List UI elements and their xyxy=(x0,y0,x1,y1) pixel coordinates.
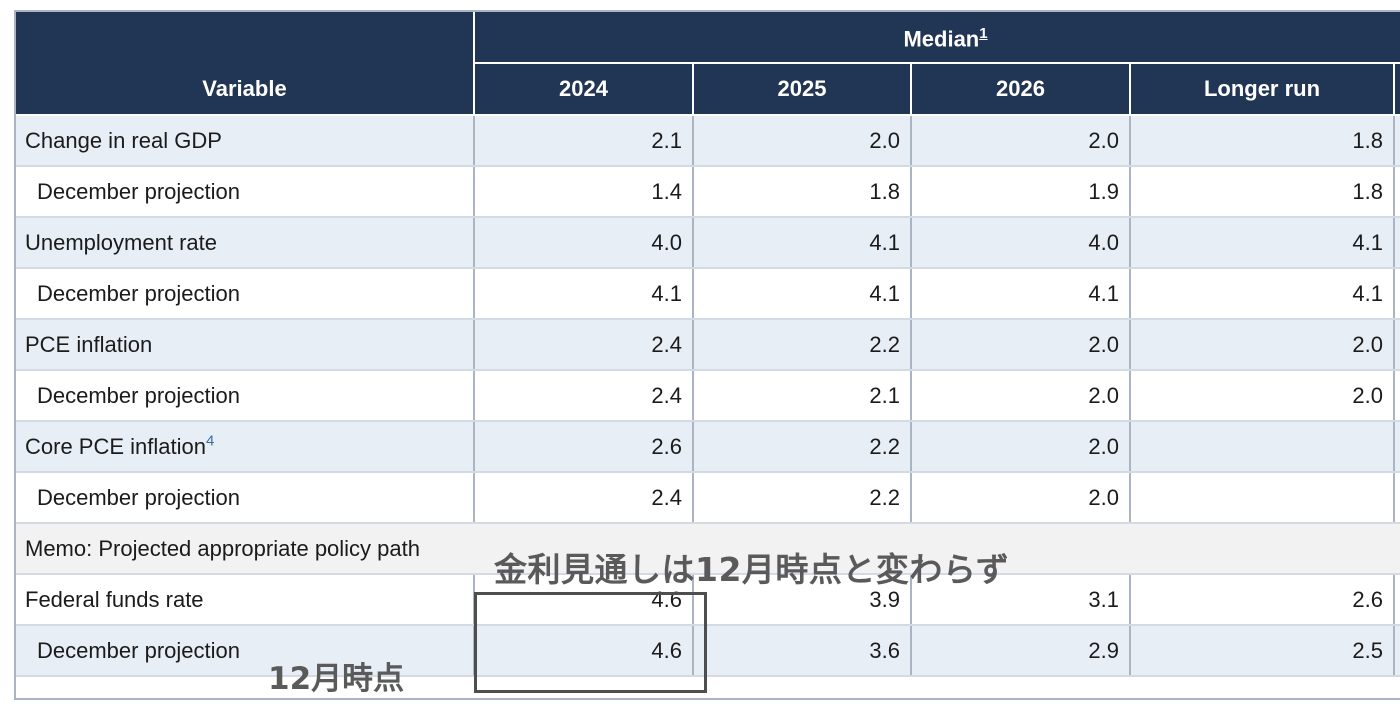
row-label: December projection xyxy=(16,166,474,218)
header-col-longer-run: Longer run xyxy=(1129,63,1394,116)
cell-value: 1.8 xyxy=(692,166,911,218)
cell-value: 2.1 xyxy=(692,370,911,422)
cell-extra xyxy=(1392,217,1400,269)
row-label: December projection xyxy=(16,625,474,677)
header-col-2026: 2026 xyxy=(910,63,1130,116)
cell-value: 2.6 xyxy=(1129,574,1394,626)
core-pce-footnote-link[interactable]: 4 xyxy=(205,432,215,450)
header-col-2025: 2025 xyxy=(692,63,911,116)
header-col-extra xyxy=(1392,63,1400,116)
row-label: Federal funds rate xyxy=(16,574,474,626)
cell-value: 2.2 xyxy=(692,319,911,371)
cell-value: 2.0 xyxy=(692,115,911,167)
cell-value: 4.1 xyxy=(692,217,911,269)
table-row: Federal funds rate 4.6 3.9 3.1 2.6 xyxy=(16,574,1400,626)
cell-value: 2.0 xyxy=(910,472,1130,524)
cell-value: 3.1 xyxy=(910,574,1130,626)
cell-value: 4.6 xyxy=(473,625,693,677)
cell-extra xyxy=(1392,115,1400,167)
table-row: Change in real GDP 2.1 2.0 2.0 1.8 xyxy=(16,115,1400,167)
cell-value: 2.0 xyxy=(910,319,1130,371)
table-row-memo: Memo: Projected appropriate policy path xyxy=(16,523,1400,575)
row-label: Core PCE inflation4 xyxy=(16,421,474,473)
annotation-december: 12月時点 xyxy=(268,661,405,697)
row-label: December projection xyxy=(16,268,474,320)
header-median: Median1 xyxy=(472,12,1400,64)
cell-value: 2.4 xyxy=(473,472,693,524)
cell-value: 2.6 xyxy=(473,421,693,473)
table-row: December projection 2.4 2.2 2.0 xyxy=(16,472,1400,524)
table-row: PCE inflation 2.4 2.2 2.0 2.0 xyxy=(16,319,1400,371)
table-row: December projection 2.4 2.1 2.0 2.0 xyxy=(16,370,1400,422)
cell-value: 2.0 xyxy=(1129,319,1394,371)
cell-value: 2.2 xyxy=(692,472,911,524)
header-median-label: Median xyxy=(903,26,980,52)
cell-value: 1.8 xyxy=(1129,115,1394,167)
row-label: PCE inflation xyxy=(16,319,474,371)
cell-value: 2.1 xyxy=(473,115,693,167)
cell-value xyxy=(1129,421,1394,473)
table-row: Core PCE inflation4 2.6 2.2 2.0 xyxy=(16,421,1400,473)
cell-value xyxy=(1129,472,1394,524)
cell-extra xyxy=(1392,166,1400,218)
cell-value: 4.0 xyxy=(473,217,693,269)
row-label: December projection xyxy=(16,370,474,422)
cell-value: 4.1 xyxy=(692,268,911,320)
row-label: Change in real GDP xyxy=(16,115,474,167)
cell-value: 2.2 xyxy=(692,421,911,473)
cell-value: 4.1 xyxy=(1129,268,1394,320)
cell-extra xyxy=(1392,625,1400,677)
row-label-text: Core PCE inflation xyxy=(25,433,206,459)
table-row: December projection 4.6 3.6 2.9 2.5 xyxy=(16,625,1400,677)
table-row: December projection 1.4 1.8 1.9 1.8 xyxy=(16,166,1400,218)
table-row: Unemployment rate 4.0 4.1 4.0 4.1 xyxy=(16,217,1400,269)
memo-label: Memo: Projected appropriate policy path xyxy=(16,523,1400,575)
cell-value: 2.0 xyxy=(910,115,1130,167)
cell-value: 2.4 xyxy=(473,370,693,422)
table-row: December projection 4.1 4.1 4.1 4.1 xyxy=(16,268,1400,320)
cell-value: 4.1 xyxy=(910,268,1130,320)
row-label: Unemployment rate xyxy=(16,217,474,269)
cell-value: 4.1 xyxy=(1129,217,1394,269)
median-footnote-link[interactable]: 1 xyxy=(979,25,988,43)
header-variable: Variable xyxy=(16,12,474,116)
cell-value: 2.5 xyxy=(1129,625,1394,677)
cell-value: 2.0 xyxy=(1129,370,1394,422)
cell-value: 1.4 xyxy=(473,166,693,218)
cell-extra xyxy=(1392,574,1400,626)
cell-extra xyxy=(1392,319,1400,371)
cell-extra xyxy=(1392,370,1400,422)
cell-value: 2.0 xyxy=(910,421,1130,473)
cell-extra xyxy=(1392,472,1400,524)
cell-extra xyxy=(1392,268,1400,320)
projections-table: Variable Median1 2024 2025 2026 Longer r… xyxy=(16,12,1400,677)
cell-value: 4.6 xyxy=(473,574,693,626)
cell-value: 4.0 xyxy=(910,217,1130,269)
cell-value: 2.9 xyxy=(910,625,1130,677)
cell-value: 2.0 xyxy=(910,370,1130,422)
cell-value: 3.6 xyxy=(692,625,911,677)
cell-value: 2.4 xyxy=(473,319,693,371)
cell-extra xyxy=(1392,421,1400,473)
row-label: December projection xyxy=(16,472,474,524)
annotation-rate-outlook: 金利見通しは12月時点と変わらず xyxy=(494,550,1010,589)
projections-table-frame: Variable Median1 2024 2025 2026 Longer r… xyxy=(14,10,1400,700)
cell-value: 3.9 xyxy=(692,574,911,626)
cell-value: 1.9 xyxy=(910,166,1130,218)
header-col-2024: 2024 xyxy=(473,63,693,116)
cell-value: 4.1 xyxy=(473,268,693,320)
cell-value: 1.8 xyxy=(1129,166,1394,218)
